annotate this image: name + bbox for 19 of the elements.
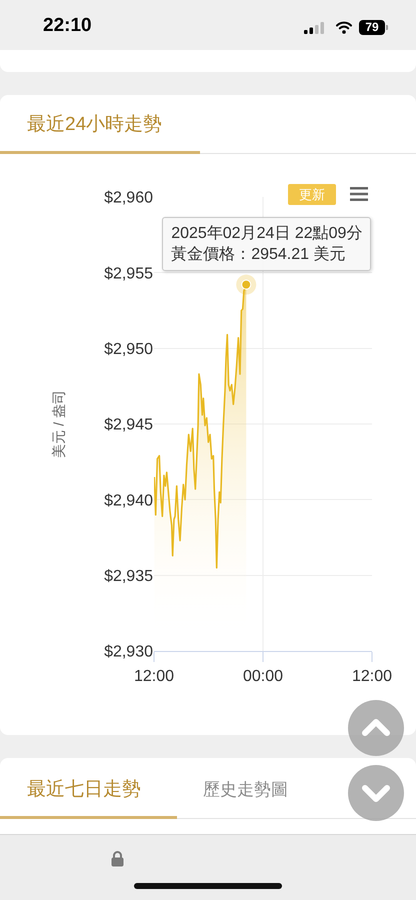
y-tick-label: $2,950	[104, 340, 154, 358]
x-tick-label: 00:00	[242, 668, 284, 686]
text: 22:10	[43, 15, 92, 37]
text: 最近七日走勢	[27, 778, 141, 802]
x-tick-label: 12:00	[352, 668, 392, 686]
y-tick-label: $2,945	[104, 416, 154, 434]
y-axis-title: 美元 / 盎司	[50, 390, 67, 458]
annotation: 黃金價格：2954.21 美元	[171, 244, 346, 265]
annotation: 2025年02月24日 22點09分	[171, 224, 362, 244]
y-tick-label: $2,955	[104, 265, 154, 282]
x-tick-label: 12:00	[134, 668, 174, 686]
y-tick-label: $2,960	[104, 190, 154, 207]
y-tick-label: $2,940	[104, 492, 154, 510]
y-tick-label: $2,930	[104, 644, 154, 661]
text: 歷史走勢圖	[203, 779, 288, 801]
update-button: 更新	[288, 184, 336, 205]
tooltip: 2025年02月24日 22點09分 黃金價格：2954.21 美元	[162, 216, 372, 271]
y-tick-label: $2,935	[104, 568, 154, 585]
chart-title: 最近24小時走勢	[27, 113, 162, 137]
